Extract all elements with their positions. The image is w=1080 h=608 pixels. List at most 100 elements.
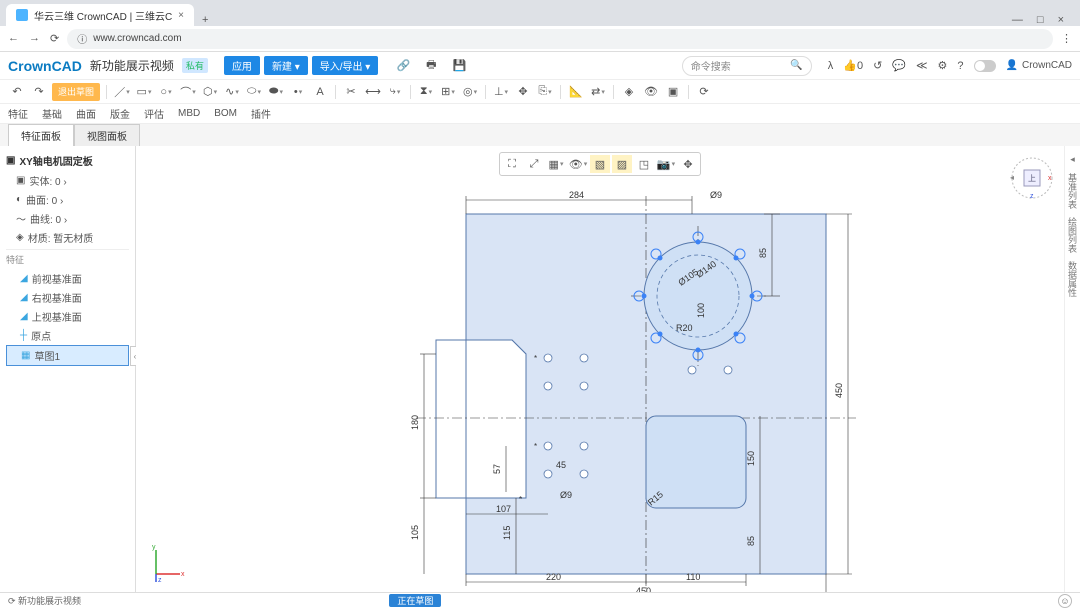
dimension-tool-icon[interactable]: ⟷: [364, 83, 382, 101]
new-button[interactable]: 新建 ▾: [264, 56, 308, 75]
menu-feature[interactable]: 特征: [8, 106, 28, 121]
point-tool-icon[interactable]: •: [289, 83, 307, 101]
constraint-tool-icon[interactable]: ⊥: [492, 83, 510, 101]
print-icon[interactable]: 🖶: [422, 57, 440, 75]
command-search[interactable]: 命令搜索 🔍: [682, 56, 812, 76]
circle-tool-icon[interactable]: ○: [157, 83, 175, 101]
ref-tool-icon[interactable]: ◈: [620, 83, 638, 101]
history-icon[interactable]: ↺: [873, 59, 882, 72]
stat-curve[interactable]: ～曲线: 0 ›: [6, 209, 129, 228]
rail-draw-list[interactable]: 绘图列表: [1066, 217, 1079, 253]
tab-close-icon[interactable]: ×: [178, 10, 184, 21]
view-cube[interactable]: 上 x z ◂: [1008, 154, 1056, 202]
browser-tab[interactable]: 华云三维 CrownCAD | 三维云C ×: [6, 4, 194, 26]
vt-shade1-icon[interactable]: ▧: [590, 155, 610, 173]
tree-front-plane[interactable]: ◢前视基准面: [6, 269, 129, 288]
tree-right-plane[interactable]: ◢右视基准面: [6, 288, 129, 307]
line-tool-icon[interactable]: ／: [113, 83, 131, 101]
vt-shade2-icon[interactable]: ▨: [612, 155, 632, 173]
svg-text:115: 115: [502, 526, 512, 540]
svg-text:z: z: [1030, 193, 1034, 200]
like-icon[interactable]: 👍0: [843, 59, 863, 72]
theme-toggle[interactable]: [974, 60, 996, 72]
save-icon[interactable]: 💾: [450, 57, 468, 75]
import-export-button[interactable]: 导入/导出 ▾: [312, 56, 379, 75]
cube-tool-icon[interactable]: ▣: [664, 83, 682, 101]
text-tool-icon[interactable]: A: [311, 83, 329, 101]
status-help-icon[interactable]: ☺: [1058, 594, 1072, 608]
redo-icon[interactable]: ↷: [30, 83, 48, 101]
link-icon[interactable]: 🔗: [394, 57, 412, 75]
user-menu[interactable]: 👤CrownCAD: [1006, 60, 1072, 71]
menu-bar: 特征 基础 曲面 版金 评估 MBD BOM 插件: [0, 104, 1080, 124]
vt-zoom-icon[interactable]: ⤢: [524, 155, 544, 173]
stat-material[interactable]: ◈材质: 暂无材质: [6, 228, 129, 247]
app-logo[interactable]: CCrownCADrownCAD: [8, 58, 82, 74]
menu-base[interactable]: 基础: [42, 106, 62, 121]
vt-pan-icon[interactable]: ✥: [678, 155, 698, 173]
pattern-tool-icon[interactable]: ⊞: [439, 83, 457, 101]
convert-tool-icon[interactable]: ⇄: [589, 83, 607, 101]
window-minimize-icon[interactable]: —: [1012, 14, 1023, 26]
view-tool-icon[interactable]: 👁: [642, 83, 660, 101]
part-title[interactable]: ▣ XY轴电机固定板: [6, 150, 129, 171]
slot-tool-icon[interactable]: ⬬: [267, 83, 285, 101]
help-icon[interactable]: ?: [957, 60, 963, 72]
tree-sketch1[interactable]: ▦草图1: [6, 345, 129, 366]
refresh-tool-icon[interactable]: ⟳: [695, 83, 713, 101]
rail-datum-list[interactable]: 基准列表: [1066, 173, 1079, 209]
feature-tree-panel: ▣ XY轴电机固定板 ▣实体: 0 › ◐曲面: 0 › ～曲线: 0 › ◈材…: [0, 146, 136, 592]
vt-wireframe-icon[interactable]: ◳: [634, 155, 654, 173]
comment-icon[interactable]: 💬: [892, 59, 906, 72]
menu-bom[interactable]: BOM: [214, 108, 237, 119]
tab-feature-panel[interactable]: 特征面板: [8, 124, 74, 146]
window-close-icon[interactable]: ×: [1058, 14, 1064, 26]
share-icon[interactable]: ≪: [916, 59, 928, 72]
menu-plugin[interactable]: 插件: [251, 106, 271, 121]
measure-tool-icon[interactable]: 📐: [567, 83, 585, 101]
new-tab-button[interactable]: +: [194, 14, 216, 26]
menu-eval[interactable]: 评估: [144, 106, 164, 121]
rail-data-prop[interactable]: 数据属性: [1066, 261, 1079, 297]
menu-surface[interactable]: 曲面: [76, 106, 96, 121]
privacy-badge: 私有: [182, 58, 208, 73]
vt-visibility-icon[interactable]: 👁: [568, 155, 588, 173]
right-rail: ◂ 基准列表 绘图列表 数据属性: [1064, 146, 1080, 592]
drawing-canvas[interactable]: ⛶ ⤢ ▦ 👁 ▧ ▨ ◳ 📷 ✥: [136, 146, 1064, 592]
fillet-tool-icon[interactable]: ⤷: [386, 83, 404, 101]
nav-back-icon[interactable]: ←: [8, 32, 19, 45]
browser-menu-icon[interactable]: ⋮: [1061, 32, 1072, 45]
exit-sketch-button[interactable]: 退出草图: [52, 83, 100, 101]
ellipse-tool-icon[interactable]: ⬭: [245, 83, 263, 101]
settings-icon[interactable]: ⚙: [938, 59, 948, 72]
mirror-tool-icon[interactable]: ⧗: [417, 83, 435, 101]
rail-expand-icon[interactable]: ◂: [1070, 154, 1075, 165]
menu-sheet[interactable]: 版金: [110, 106, 130, 121]
spline-tool-icon[interactable]: ∿: [223, 83, 241, 101]
trim-tool-icon[interactable]: ✂: [342, 83, 360, 101]
vt-section-icon[interactable]: ▦: [546, 155, 566, 173]
arc-tool-icon[interactable]: ⌒: [179, 83, 197, 101]
polygon-tool-icon[interactable]: ⬡: [201, 83, 219, 101]
tree-origin[interactable]: ┼原点: [6, 326, 129, 345]
vt-camera-icon[interactable]: 📷: [656, 155, 676, 173]
offset-tool-icon[interactable]: ◎: [461, 83, 479, 101]
window-maximize-icon[interactable]: □: [1037, 14, 1044, 26]
stat-surface[interactable]: ◐曲面: 0 ›: [6, 190, 129, 209]
people-icon[interactable]: λ: [828, 60, 834, 72]
menu-mbd[interactable]: MBD: [178, 108, 200, 119]
nav-reload-icon[interactable]: ⟳: [50, 32, 59, 45]
tab-view-panel[interactable]: 视图面板: [74, 124, 140, 146]
undo-icon[interactable]: ↶: [8, 83, 26, 101]
app-button[interactable]: 应用: [224, 56, 260, 75]
stat-solid[interactable]: ▣实体: 0 ›: [6, 171, 129, 190]
move-tool-icon[interactable]: ✥: [514, 83, 532, 101]
nav-forward-icon[interactable]: →: [29, 32, 40, 45]
tree-top-plane[interactable]: ◢上视基准面: [6, 307, 129, 326]
svg-text:x: x: [1048, 175, 1052, 182]
copy-tool-icon[interactable]: ⎘: [536, 83, 554, 101]
url-field[interactable]: ⓘ www.crowncad.com: [67, 29, 1053, 49]
svg-text:上: 上: [1028, 174, 1036, 183]
rect-tool-icon[interactable]: ▭: [135, 83, 153, 101]
vt-zoom-fit-icon[interactable]: ⛶: [502, 155, 522, 173]
